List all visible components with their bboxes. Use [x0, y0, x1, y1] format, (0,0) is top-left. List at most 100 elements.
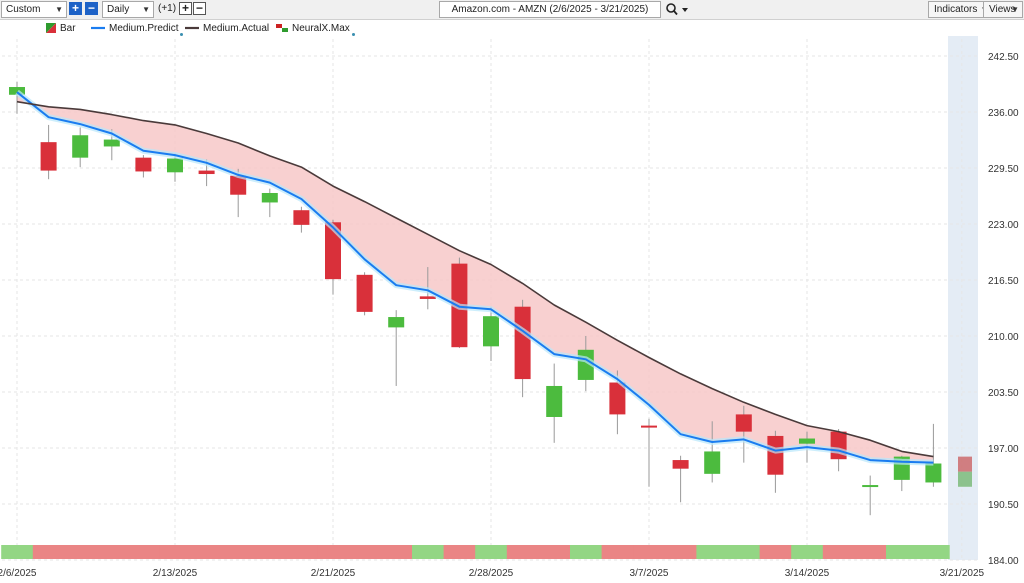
- candle-2/24/2025: [356, 272, 373, 316]
- chevron-down-icon: ▼: [142, 5, 150, 14]
- candle-body: [735, 414, 752, 432]
- candle-2/19/2025: [261, 188, 278, 218]
- chevron-down-icon: ▼: [55, 5, 63, 14]
- candle-body: [704, 451, 721, 474]
- indicators-label: Indicators: [934, 4, 978, 15]
- signal-segment: [854, 545, 887, 559]
- medium-predict-line: [16, 91, 934, 464]
- signal-segment: [190, 545, 223, 559]
- candle-3/4/2025: [546, 363, 563, 443]
- legend-label: Bar: [60, 23, 76, 34]
- views-button[interactable]: Views ▼: [983, 1, 1023, 18]
- legend-item-bar[interactable]: Bar: [46, 22, 76, 36]
- signal-segment: [506, 545, 539, 559]
- signal-segment: [32, 545, 65, 559]
- signal-segment: [917, 545, 950, 559]
- legend-label: Medium.Predict: [109, 23, 179, 34]
- candle-body: [167, 158, 183, 173]
- candle-2/25/2025: [388, 310, 405, 386]
- candle-2/20/2025: [293, 206, 310, 233]
- candle-body: [388, 317, 405, 328]
- signal-segment: [570, 545, 603, 559]
- y-tick-label: 242.50: [988, 52, 1019, 63]
- candle-2/10/2025: [72, 127, 89, 168]
- x-tick-label: 3/14/2025: [785, 568, 830, 579]
- toolbar: Custom ▼ + − Daily ▼ (+1) + − Amazon.com…: [0, 0, 1024, 20]
- signal-segment: [127, 545, 160, 559]
- minus-icon: −: [195, 1, 203, 15]
- interval-select-value: Daily: [107, 4, 130, 15]
- candle-body: [40, 142, 57, 171]
- y-tick-label: 229.50: [988, 164, 1019, 175]
- signal-segment: [633, 545, 666, 559]
- signal-segment: [96, 545, 129, 559]
- candle-body: [72, 135, 89, 158]
- legend-item-medium-predict[interactable]: Medium.Predict: [91, 22, 184, 36]
- plus-icon: +: [181, 1, 189, 15]
- signal-segment: [601, 545, 634, 559]
- offset-minus-button[interactable]: −: [193, 2, 206, 15]
- x-tick-label: 3/21/2025: [940, 568, 985, 579]
- search-button[interactable]: [665, 2, 689, 17]
- candle-body: [325, 222, 341, 280]
- candle-2/12/2025: [135, 155, 152, 178]
- search-icon: [666, 3, 688, 16]
- candle-2/6/2025: [9, 81, 25, 114]
- zoom-out-button[interactable]: −: [85, 2, 98, 15]
- y-tick-label: 210.00: [988, 332, 1019, 343]
- candle-body: [514, 306, 531, 380]
- signal-segment: [822, 545, 855, 559]
- y-tick-label: 197.00: [988, 444, 1019, 455]
- zoom-in-button[interactable]: +: [69, 2, 82, 15]
- signal-segment: [380, 545, 413, 559]
- candle-body: [799, 438, 815, 444]
- legend-item-medium-actual[interactable]: Medium.Actual: [185, 22, 269, 36]
- symbol-title-field[interactable]: Amazon.com - AMZN (2/6/2025 - 3/21/2025): [439, 1, 661, 18]
- signal-segment: [1, 545, 34, 559]
- x-tick-label: 2/21/2025: [311, 568, 356, 579]
- plus-icon: +: [71, 1, 79, 15]
- signal-segment: [348, 545, 381, 559]
- offset-plus-button[interactable]: +: [179, 2, 192, 15]
- candle-body: [9, 87, 25, 95]
- legend-label: Medium.Actual: [203, 23, 270, 34]
- signal-segment: [222, 545, 255, 559]
- offset-label: (+1): [158, 3, 177, 14]
- y-tick-label: 236.00: [988, 108, 1019, 119]
- candle-body: [925, 463, 942, 483]
- candlestick-chart[interactable]: 242.50 236.00 229.50 223.00 216.50 210.00 203.…: [0, 36, 1024, 583]
- interval-select[interactable]: Daily ▼: [102, 1, 154, 18]
- signal-segment: [443, 545, 476, 559]
- signal-segment: [159, 545, 192, 559]
- bar-swatch-icon: [46, 23, 56, 34]
- candle-2/21/2025: [325, 219, 341, 295]
- candle-3/20/2025: [925, 423, 942, 487]
- chart-legend: Bar Medium.Predict Medium.Actual NeuralX…: [0, 22, 400, 36]
- forecast-bar-bottom: [958, 471, 972, 487]
- line-swatch-icon: [185, 27, 199, 30]
- candle-body: [419, 296, 436, 299]
- candle-body: [356, 274, 373, 312]
- signal-segment: [538, 545, 571, 559]
- candle-body: [641, 425, 657, 428]
- candle-body: [230, 175, 247, 195]
- candle-body: [293, 210, 310, 225]
- signal-segment: [285, 545, 318, 559]
- signal-segment: [728, 545, 761, 559]
- candle-3/18/2025: [862, 475, 879, 516]
- signal-segment: [759, 545, 792, 559]
- candle-2/7/2025: [40, 124, 57, 180]
- candle-3/10/2025: [672, 455, 689, 503]
- legend-item-neuralx-max[interactable]: NeuralX.Max: [276, 22, 355, 36]
- candle-3/7/2025: [641, 418, 657, 487]
- forecast-bar-top: [958, 456, 972, 472]
- candle-body: [546, 385, 563, 417]
- signal-segment: [886, 545, 919, 559]
- signal-segment: [791, 545, 824, 559]
- period-select[interactable]: Custom ▼: [1, 1, 67, 18]
- candle-body: [135, 157, 152, 172]
- signal-segment: [475, 545, 508, 559]
- candle-body: [261, 192, 278, 203]
- candle-3/12/2025: [735, 405, 752, 463]
- signal-segment: [254, 545, 287, 559]
